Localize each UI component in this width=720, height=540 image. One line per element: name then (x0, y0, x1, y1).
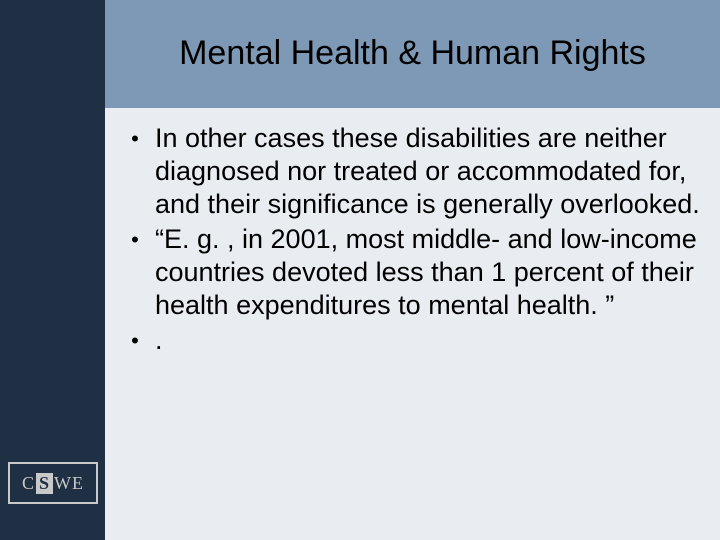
logo-letter: S (36, 473, 53, 494)
bullet-icon: • (115, 324, 155, 358)
logo-letter: C (22, 473, 35, 494)
bullet-list: • In other cases these disabilities are … (115, 122, 700, 358)
title-band: Mental Health & Human Rights (105, 0, 720, 108)
list-item: • “E. g. , in 2001, most middle- and low… (115, 223, 700, 322)
bullet-text: In other cases these disabilities are ne… (155, 122, 700, 221)
sidebar-panel (0, 0, 105, 540)
bullet-text: . (155, 324, 700, 357)
list-item: • . (115, 324, 700, 358)
logo-letter: E (72, 473, 84, 494)
bullet-text: “E. g. , in 2001, most middle- and low-i… (155, 223, 700, 322)
bullet-icon: • (115, 122, 155, 156)
slide-body: • In other cases these disabilities are … (105, 108, 720, 540)
bullet-icon: • (115, 223, 155, 257)
logo-letter: W (54, 473, 72, 494)
list-item: • In other cases these disabilities are … (115, 122, 700, 221)
slide-title: Mental Health & Human Rights (149, 34, 676, 73)
cswe-logo: C S W E (8, 462, 98, 504)
